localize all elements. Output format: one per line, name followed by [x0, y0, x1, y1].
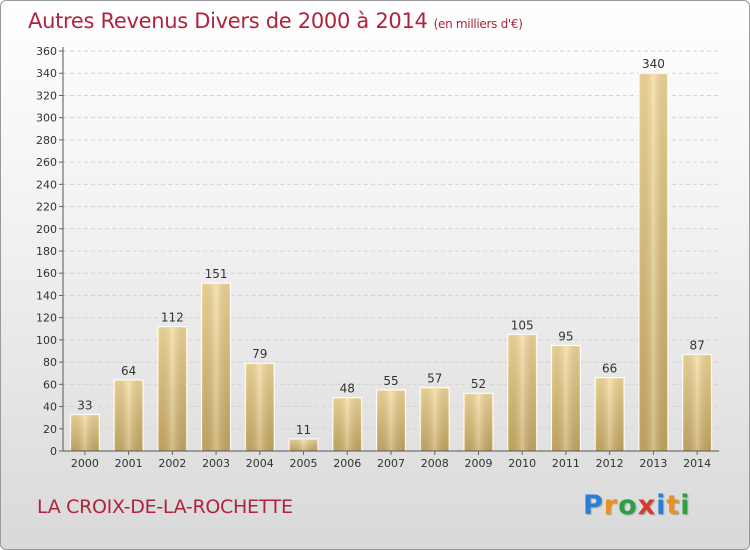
bar-shade [683, 355, 711, 451]
logo-letter: o [618, 490, 638, 521]
data-label: 52 [471, 377, 486, 391]
y-tick-label: 0 [50, 445, 57, 458]
y-tick-label: 160 [36, 267, 57, 280]
data-label: 105 [511, 318, 534, 332]
logo-letter: P [583, 490, 604, 521]
bar-shade [71, 415, 99, 451]
bar-shade [290, 439, 318, 451]
x-tick-label: 2003 [202, 457, 230, 470]
bar-shade [333, 398, 361, 451]
y-tick-label: 40 [43, 401, 57, 414]
y-tick-label: 320 [36, 89, 57, 102]
x-tick-label: 2006 [333, 457, 361, 470]
logo-letter: x [637, 490, 657, 521]
bar-shade [552, 346, 580, 451]
x-tick-label: 2012 [596, 457, 624, 470]
bar-shade [115, 380, 143, 451]
bars: 33 64 112 151 79 11 48 55 57 52 105 95 66 340 87 [69, 57, 713, 452]
data-label: 95 [558, 329, 573, 343]
y-tick-label: 280 [36, 134, 57, 147]
y-tick-label: 260 [36, 156, 57, 169]
y-tick-label: 140 [36, 289, 57, 302]
x-axis-ticks: 2000 2001 2002 2003 2004 2005 2006 2007 2008 2009… [71, 451, 711, 470]
y-tick-label: 100 [36, 334, 57, 347]
x-tick-label: 2000 [71, 457, 99, 470]
data-label: 48 [340, 382, 355, 396]
proxiti-logo[interactable]: Proxiti [583, 490, 691, 521]
data-label: 33 [77, 398, 92, 412]
x-tick-label: 2008 [421, 457, 449, 470]
x-tick-label: 2009 [464, 457, 492, 470]
x-tick-label: 2005 [290, 457, 318, 470]
x-tick-label: 2004 [246, 457, 274, 470]
bar-shade [639, 74, 667, 451]
x-tick-label: 2014 [683, 457, 711, 470]
y-tick-label: 340 [36, 67, 57, 80]
data-label: 79 [252, 347, 267, 361]
x-tick-label: 2011 [552, 457, 580, 470]
x-tick-label: 2010 [508, 457, 536, 470]
y-axis-ticks: 0 20 40 60 80 100 120 140 160 180 200 220 240 260 280 3… [36, 45, 63, 458]
bar-shade [246, 364, 274, 451]
data-label: 66 [602, 362, 617, 376]
data-label: 55 [383, 374, 398, 388]
y-tick-label: 360 [36, 45, 57, 58]
bar-shade [421, 388, 449, 451]
x-tick-label: 2002 [158, 457, 186, 470]
x-tick-label: 2007 [377, 457, 405, 470]
y-tick-label: 120 [36, 312, 57, 325]
data-label: 57 [427, 372, 442, 386]
y-tick-label: 220 [36, 201, 57, 214]
y-tick-label: 80 [43, 356, 57, 369]
commune-name: LA CROIX-DE-LA-ROCHETTE [37, 496, 293, 518]
data-label: 11 [296, 423, 311, 437]
y-tick-label: 20 [43, 423, 57, 436]
chart-unit: (en milliers d'€) [433, 17, 523, 31]
data-label: 64 [121, 364, 136, 378]
y-tick-label: 300 [36, 112, 57, 125]
x-tick-label: 2001 [115, 457, 143, 470]
y-tick-label: 60 [43, 378, 57, 391]
bar-shade [377, 390, 405, 451]
y-tick-label: 200 [36, 223, 57, 236]
x-tick-label: 2013 [639, 457, 667, 470]
chart-title: Autres Revenus Divers de 2000 à 2014 (en … [28, 9, 523, 33]
axes [62, 47, 719, 452]
data-label: 340 [642, 57, 665, 71]
data-label: 151 [205, 267, 228, 281]
bar-shade [596, 378, 624, 451]
logo-letter: i [680, 490, 691, 521]
bar-shade [158, 327, 186, 451]
logo-letter: t [666, 490, 681, 521]
chart-title-text: Autres Revenus Divers de 2000 à 2014 [28, 9, 428, 33]
bar-shade [202, 284, 230, 451]
y-tick-label: 240 [36, 178, 57, 191]
y-tick-label: 180 [36, 245, 57, 258]
logo-letter: r [603, 490, 619, 521]
data-label: 112 [161, 311, 184, 325]
data-label: 87 [689, 338, 704, 352]
bar-shade [508, 335, 536, 451]
logo-letter: i [656, 490, 667, 521]
bar-shade [464, 394, 492, 451]
